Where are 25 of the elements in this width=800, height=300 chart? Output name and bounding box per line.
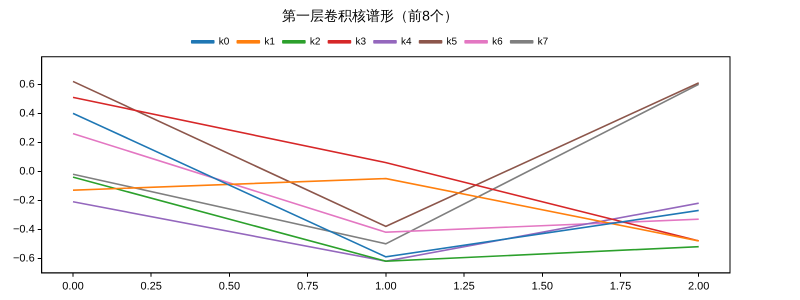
legend-label: k5 xyxy=(446,36,458,48)
x-tick-label: 1.00 xyxy=(375,280,397,292)
legend-label: k6 xyxy=(492,36,504,48)
legend-label: k1 xyxy=(264,36,276,48)
x-tick-label: 0.50 xyxy=(218,280,240,292)
y-tick-label: 0.6 xyxy=(19,78,35,90)
y-tick-label: −0.6 xyxy=(12,252,35,264)
legend-label: k3 xyxy=(355,36,366,48)
y-tick-label: −0.4 xyxy=(12,223,35,236)
legend-label: k0 xyxy=(218,36,230,48)
y-tick-label: 0.4 xyxy=(19,107,35,120)
legend-label: k7 xyxy=(538,36,549,48)
chart-title: 第一层卷积核谱形（前8个） xyxy=(282,7,458,24)
legend-label: k4 xyxy=(401,36,412,48)
x-tick-label: 0.75 xyxy=(296,280,318,292)
x-tick-label: 0.25 xyxy=(140,280,162,292)
x-tick-label: 1.25 xyxy=(453,280,475,292)
x-tick-label: 2.00 xyxy=(688,280,710,292)
x-tick-label: 1.75 xyxy=(610,280,632,292)
y-tick-label: −0.2 xyxy=(12,194,35,206)
y-tick-label: 0.2 xyxy=(19,136,35,148)
y-tick-label: 0.0 xyxy=(19,165,35,178)
x-tick-label: 0.00 xyxy=(62,280,84,292)
legend-label: k2 xyxy=(310,36,321,48)
x-tick-label: 1.50 xyxy=(532,280,553,292)
